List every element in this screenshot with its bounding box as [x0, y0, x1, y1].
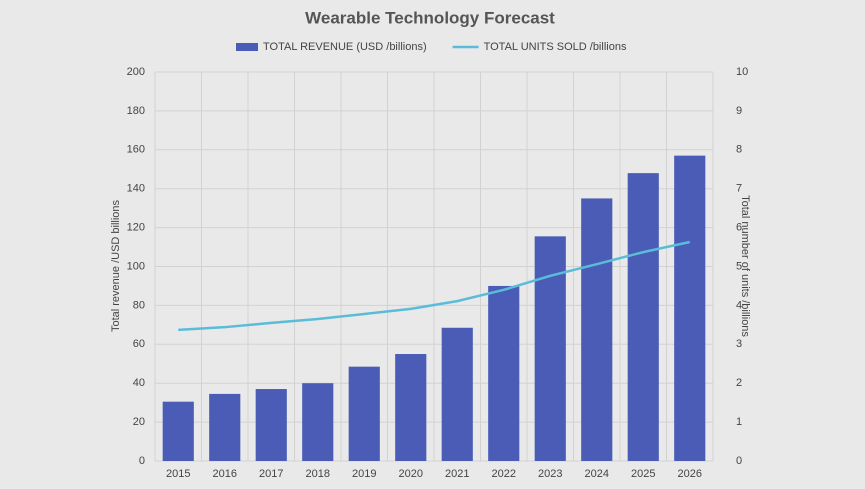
bar: [581, 198, 613, 462]
bar: [534, 236, 566, 461]
x-tick-label: 2024: [585, 468, 609, 480]
x-tick-label: 2016: [213, 468, 237, 480]
bar: [209, 393, 241, 461]
y2-tick-label: 5: [736, 260, 742, 272]
y-tick-label: 40: [133, 377, 145, 389]
bar: [255, 389, 287, 461]
legend-swatch: [236, 43, 258, 51]
x-tick-label: 2021: [445, 468, 469, 480]
bar: [395, 354, 427, 461]
y2-tick-label: 6: [736, 222, 742, 234]
bar: [674, 155, 706, 461]
y2-tick-label: 9: [736, 105, 742, 117]
y-axis-label: Total revenue /USD billions: [110, 199, 122, 332]
chart-title: Wearable Technology Forecast: [305, 8, 555, 27]
bar: [488, 285, 520, 461]
y2-axis-label: Total number of units /billions: [739, 195, 751, 337]
y-tick-label: 80: [133, 299, 145, 311]
y-tick-label: 20: [133, 416, 145, 428]
y2-tick-label: 2: [736, 377, 742, 389]
legend-label: TOTAL UNITS SOLD /billions: [484, 41, 627, 53]
legend-label: TOTAL REVENUE (USD /billions): [263, 41, 427, 53]
x-tick-label: 2023: [538, 468, 562, 480]
y-tick-label: 200: [127, 66, 145, 78]
bar: [348, 366, 380, 461]
y2-tick-label: 7: [736, 183, 742, 195]
bar: [441, 327, 473, 461]
bar: [162, 401, 194, 461]
x-tick-label: 2017: [259, 468, 283, 480]
bar: [302, 383, 334, 461]
y-tick-label: 160: [127, 144, 145, 156]
bar: [627, 173, 659, 461]
x-tick-label: 2026: [678, 468, 702, 480]
y2-tick-label: 8: [736, 144, 742, 156]
x-tick-label: 2015: [166, 468, 190, 480]
y-tick-label: 120: [127, 222, 145, 234]
y-tick-label: 140: [127, 183, 145, 195]
line: [178, 240, 691, 332]
x-tick-label: 2025: [631, 468, 655, 480]
x-tick-label: 2019: [352, 468, 376, 480]
x-tick-label: 2022: [492, 468, 516, 480]
y-tick-label: 180: [127, 105, 145, 117]
y2-tick-label: 4: [736, 299, 742, 311]
y2-tick-label: 10: [736, 66, 748, 78]
x-tick-label: 2018: [306, 468, 330, 480]
x-tick-label: 2020: [399, 468, 423, 480]
y2-tick-label: 0: [736, 455, 742, 467]
y2-tick-label: 1: [736, 416, 742, 428]
y-tick-label: 0: [139, 455, 145, 467]
y-tick-label: 100: [127, 260, 145, 272]
y2-tick-label: 3: [736, 338, 742, 350]
y-tick-label: 60: [133, 338, 145, 350]
